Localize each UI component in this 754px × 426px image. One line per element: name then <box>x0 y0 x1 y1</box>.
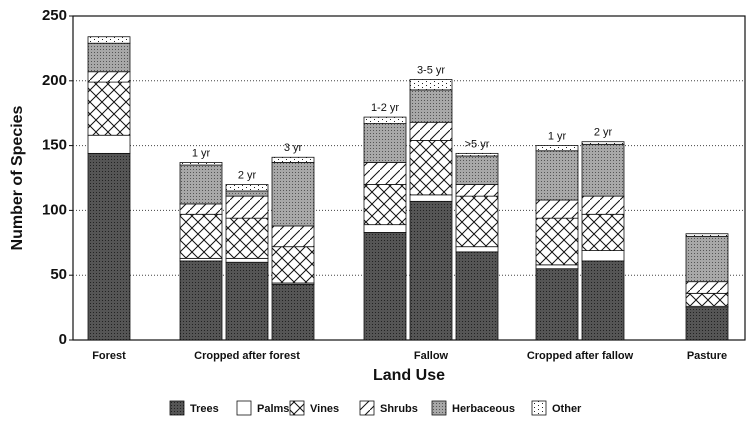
group-label: Pasture <box>687 350 727 362</box>
y-tick-label: 150 <box>42 137 67 154</box>
bar-segment <box>455 155 499 185</box>
bar-segment <box>409 79 453 91</box>
bar-segment <box>685 307 729 341</box>
y-axis-title: Number of Species <box>9 105 26 250</box>
legend-swatch <box>359 400 375 416</box>
bar-segment <box>455 184 499 197</box>
group-label: Cropped after fallow <box>527 350 634 362</box>
bar-segment <box>271 162 315 227</box>
bar-segment <box>409 140 453 196</box>
bar-segment <box>535 264 579 270</box>
bar-segment <box>455 195 499 248</box>
legend-swatch <box>236 400 252 416</box>
bar-segment <box>581 143 625 197</box>
bar-label: 3-5 yr <box>417 64 445 76</box>
y-tick-label: 200 <box>42 72 67 89</box>
bar-label: 2 yr <box>594 127 613 139</box>
bar-segment <box>455 251 499 341</box>
bar-segment <box>225 257 269 263</box>
group-label: Cropped after forest <box>194 350 300 362</box>
bar-segment <box>271 283 315 341</box>
bar-segment <box>87 36 131 44</box>
bar-segment <box>409 121 453 141</box>
plot-frame <box>72 15 746 341</box>
bar-segment <box>685 292 729 307</box>
bar-segment <box>225 190 269 197</box>
group-label: Fallow <box>414 350 449 362</box>
legend-label: Vines <box>310 403 339 415</box>
bar-segment <box>535 145 579 152</box>
bar-segment <box>409 89 453 123</box>
bar-segment <box>179 162 223 166</box>
legend-label: Shrubs <box>380 403 418 415</box>
legend-swatch <box>431 400 447 416</box>
legend-swatch <box>289 400 305 416</box>
bar-segment <box>363 162 407 185</box>
bar-segment <box>581 260 625 341</box>
bar-segment <box>535 268 579 341</box>
bar-segment <box>271 156 315 163</box>
x-axis-title: Land Use <box>373 367 445 384</box>
bar-segment <box>87 134 131 154</box>
bar-segment <box>179 260 223 341</box>
bar-segment <box>271 246 315 284</box>
bar-segment <box>225 184 269 192</box>
y-tick-label: 100 <box>42 201 67 218</box>
y-tick-label: 0 <box>59 331 67 348</box>
bar-segment <box>363 116 407 124</box>
bar-segment <box>685 281 729 294</box>
group-label: Forest <box>92 350 126 362</box>
bar-label: 1 yr <box>548 131 567 143</box>
bar-segment <box>87 152 131 341</box>
bar-segment <box>455 152 499 157</box>
legend-label: Other <box>552 403 582 415</box>
bar-segment <box>179 203 223 215</box>
bar-segment <box>87 81 131 136</box>
bar-segment <box>581 141 625 145</box>
legend-label: Herbaceous <box>452 403 515 415</box>
bar-segment <box>581 250 625 262</box>
bar-label: 1 yr <box>192 147 211 159</box>
bar-segment <box>363 184 407 226</box>
bar-segment <box>363 123 407 163</box>
bar-segment <box>535 199 579 219</box>
bar-segment <box>225 217 269 259</box>
bar-label: 3 yr <box>284 142 303 154</box>
bar-segment <box>271 225 315 248</box>
bar-segment <box>87 71 131 83</box>
bar-segment <box>685 233 729 237</box>
bar-segment <box>179 164 223 205</box>
bar-segment <box>179 213 223 259</box>
bar-segment <box>409 194 453 202</box>
bar-segment <box>581 195 625 215</box>
bar-segment <box>581 213 625 251</box>
bar-segment <box>363 224 407 233</box>
bar-label: 1-2 yr <box>371 102 399 114</box>
bar-segment <box>225 195 269 219</box>
bar-label: >5 yr <box>465 138 490 150</box>
bar-segment <box>87 42 131 73</box>
bar-segment <box>455 246 499 253</box>
y-tick-label: 250 <box>42 7 67 24</box>
bar-segment <box>535 150 579 201</box>
bar-segment <box>409 200 453 341</box>
bar-segment <box>363 232 407 341</box>
legend-label: Palms <box>257 403 289 415</box>
legend-label: Trees <box>190 403 219 415</box>
legend-swatch <box>169 400 185 416</box>
bar-segment <box>535 217 579 266</box>
y-tick-label: 50 <box>50 266 67 283</box>
bar-segment <box>685 235 729 283</box>
legend-swatch <box>531 400 547 416</box>
bar-segment <box>225 261 269 341</box>
bar-label: 2 yr <box>238 169 257 181</box>
